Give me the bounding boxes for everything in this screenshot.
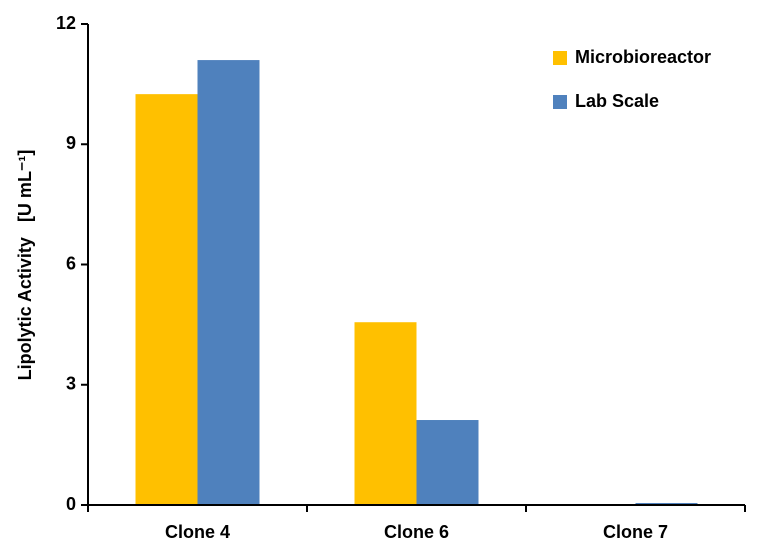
bar xyxy=(135,94,198,505)
legend-swatch xyxy=(553,51,567,65)
y-tick-label: 9 xyxy=(66,133,76,153)
x-tick-label: Clone 7 xyxy=(603,522,668,542)
y-tick-label: 12 xyxy=(56,13,76,33)
y-tick-label: 6 xyxy=(66,253,76,273)
legend-swatch xyxy=(553,95,567,109)
legend-label: Microbioreactor xyxy=(575,47,711,67)
y-tick-label: 0 xyxy=(66,494,76,514)
y-axis-label: Lipolytic Activity [U mL⁻¹] xyxy=(15,150,35,381)
bar xyxy=(635,502,698,505)
y-tick-label: 3 xyxy=(66,374,76,394)
bar xyxy=(197,60,260,505)
legend-label: Lab Scale xyxy=(575,91,659,111)
bar xyxy=(354,322,417,505)
bar xyxy=(416,420,479,505)
x-tick-label: Clone 6 xyxy=(384,522,449,542)
x-tick-label: Clone 4 xyxy=(165,522,230,542)
